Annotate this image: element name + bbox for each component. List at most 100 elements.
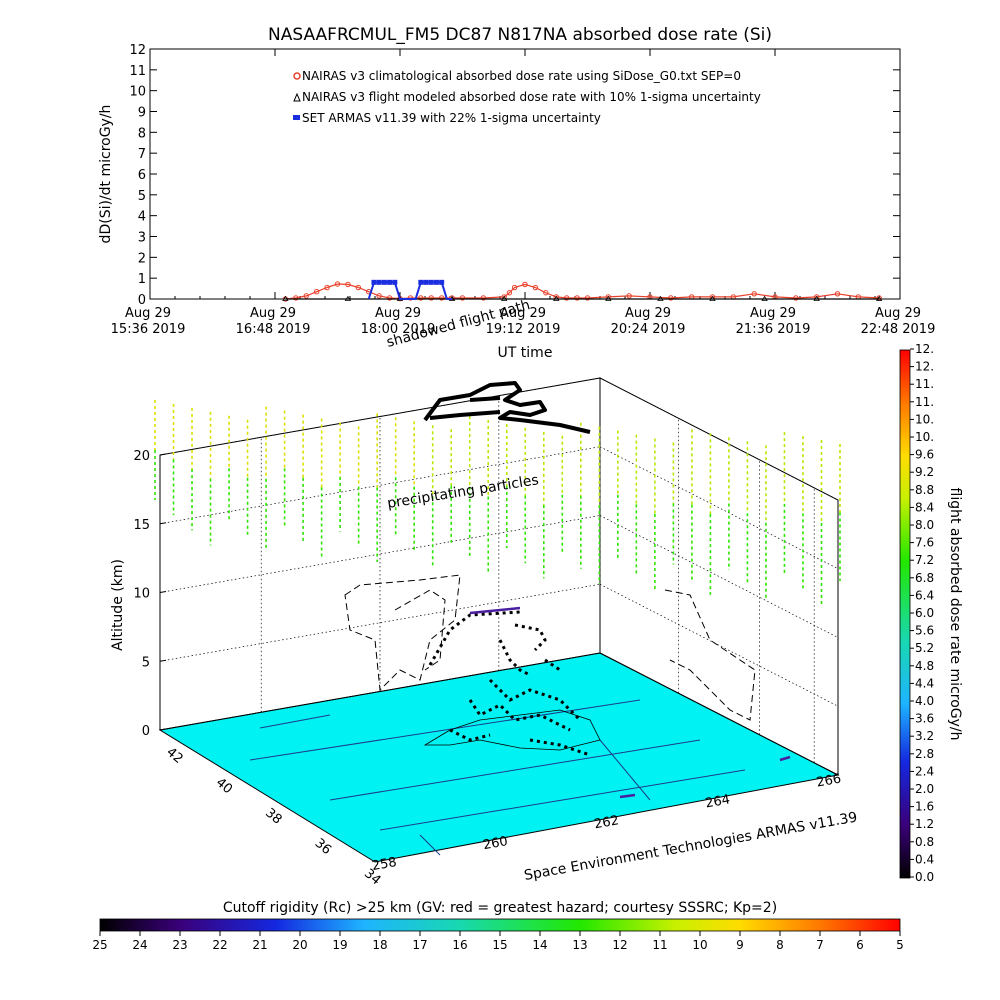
x-tick-label-time: 20:24 2019 [611,322,686,337]
top-y-axis-label: dD(Si)/dt microGy/h [98,105,114,244]
top-series-group [282,279,883,302]
colorbar-tick-label: 12. [915,342,934,356]
colorbar-tick-label: 1.6 [915,800,934,814]
altitude-tick-mark [159,522,167,525]
top-x-axis-label: UT time [498,345,553,361]
climatological-point [834,291,841,297]
flight-path-purple [469,606,791,799]
latitude-tick-label: 38 [262,806,284,828]
climatological-point [480,295,487,301]
flight-model-point [761,295,768,301]
cutoff-tick-label: 14 [532,938,547,952]
colorbar-tick-label: 0.4 [915,852,934,866]
y-tick-label: 7 [138,147,146,162]
y-tick-label: 6 [138,168,146,183]
colorbar-tick-label: 2.4 [915,764,934,778]
x-tick-label-time: 16:48 2019 [236,322,311,337]
x-tick-label-time: 21:36 2019 [736,322,811,337]
armas-point [381,279,387,285]
climatological-point [511,284,518,291]
colorbar-tick-label: 12. [915,360,934,374]
flight-model-point [500,295,508,301]
x-tick-label-date: Aug 29 [500,306,546,321]
climatological-point [543,290,549,296]
flight-model-point [553,295,560,301]
altitude-tick-label: 20 [133,449,150,464]
climatological-point [751,291,757,297]
x-tick-label-time: 15:36 2019 [111,322,186,337]
climatological-point [459,295,466,301]
colorbar-tick-label: 0.0 [915,870,934,884]
latitude-tick-label: 36 [312,836,334,858]
cutoff-tick-label: 5 [896,938,904,952]
cutoff-tick-label: 8 [776,938,784,952]
flight-path-dashed [344,574,756,721]
longitude-tick-label: 264 [704,792,731,811]
floor-boundary-lines [249,699,746,856]
right-wall-gridline [599,515,839,638]
cutoff-tick-label: 22 [212,938,227,952]
colorbar-tick-label: 4.8 [915,659,934,673]
climatological-point [418,295,424,301]
colorbar-tick-label: 9.6 [915,448,934,462]
climatological-point [563,295,570,301]
climatological-point [574,295,580,301]
cutoff-tick-label: 24 [132,938,147,952]
cutoff-tick-label: 13 [572,938,587,952]
colorbar-tick-label: 8.0 [915,518,934,532]
legend-marker-square [293,115,300,120]
climatological-point [334,281,341,287]
latitude-tick-label: 42 [163,745,185,767]
legend-marker-diamond [293,72,301,80]
climatological-point [532,284,539,291]
cutoff-tick-label: 19 [332,938,347,952]
y-tick-label: 11 [129,64,146,79]
latitude-tick-label: 40 [213,775,235,797]
armas-point [428,279,434,285]
back-wall-gridline [159,446,601,525]
flight-model-point [344,295,352,301]
legend-entry: NAIRAS v3 climatological absorbed dose r… [302,69,741,83]
y-tick-label: 4 [138,210,146,225]
back-wall-gridline [159,377,601,456]
top-plot-frame [149,48,901,300]
climatological-point [376,293,382,299]
legend-marker-triangle [293,92,301,102]
altitude-tick-label: 15 [133,518,150,533]
colorbar-tick-label: 5.6 [915,624,934,638]
chart-title: NASAAFRCMUL_FM5 DC87 N817NA absorbed dos… [268,25,772,45]
armas-point [423,279,429,285]
x-tick-label-date: Aug 29 [125,306,171,321]
armas-point [392,279,398,285]
flight-path-3d-markers [428,610,591,757]
climatological-point [303,293,309,299]
armas-point [439,279,445,285]
longitude-tick-label: 266 [815,771,842,790]
longitude-tick-label: 260 [482,834,509,853]
colorbar-tick-label: 9.2 [915,465,934,479]
dose-rate-colorbar: 0.0 0.4 0.8 1.2 1.6 2.0 2.4 2.8 3.2 3.6 4.0 4.4 4.8 5… [899,342,963,884]
flight-model-point [657,295,664,301]
colorbar-tick-label: 11. [915,377,934,391]
cutoff-tick-label: 18 [372,938,387,952]
longitude-tick-label: 258 [371,855,398,874]
altitude-tick-label: 5 [142,655,150,670]
colorbar-tick-label: 0.8 [915,835,934,849]
climatological-point [386,295,393,301]
colorbar-tick-label: 7.6 [915,536,934,550]
colorbar-tick-label: 7.2 [915,553,934,567]
cutoff-tick-label: 9 [736,938,744,952]
climatological-point [584,295,591,301]
colorbar-ticks: 0.0 0.4 0.8 1.2 1.6 2.0 2.4 2.8 3.2 3.6 4.0 4.4 4.8 5… [910,342,934,884]
colorbar-label: flight absorbed dose rate microGy/h [947,488,963,741]
flight-model-point [875,295,883,301]
colorbar-tick-label: 2.8 [915,747,934,761]
altitude-tick-label: 10 [133,587,150,602]
climatological-point [438,295,445,301]
armas-point [371,279,377,285]
cutoff-rigidity-ticks: 25 24 23 22 21 20 19 18 17 16 15 14 13 12 11 10 9 8 7 6 5 [92,931,904,952]
colorbar-tick-label: 11. [915,395,934,409]
cutoff-tick-label: 16 [452,938,467,952]
